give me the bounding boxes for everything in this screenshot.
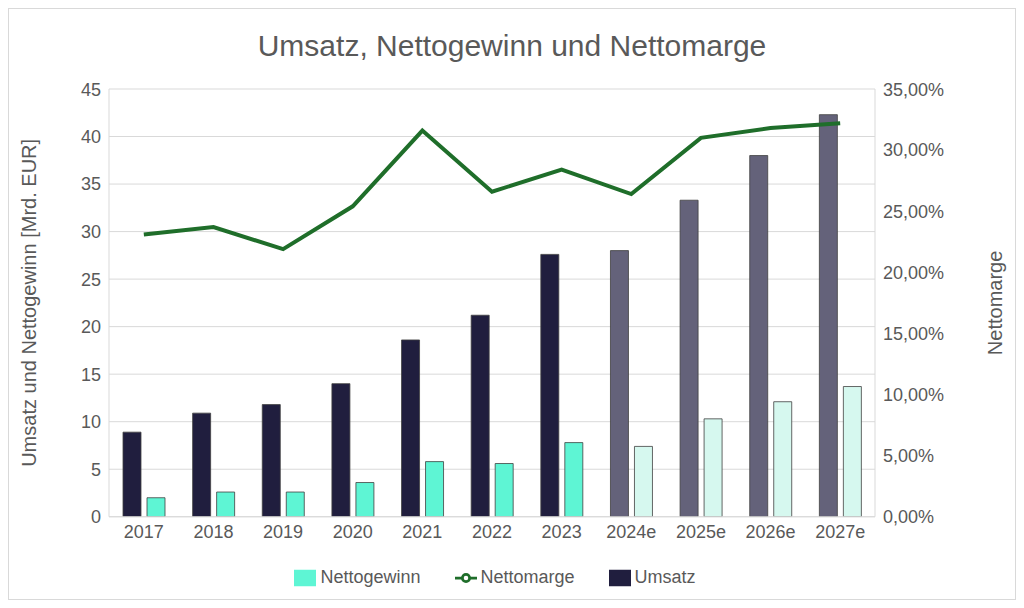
- svg-text:35,00%: 35,00%: [883, 80, 944, 100]
- svg-text:2019: 2019: [263, 522, 303, 542]
- svg-text:5: 5: [91, 460, 101, 480]
- svg-text:15,00%: 15,00%: [883, 324, 944, 344]
- svg-text:5,00%: 5,00%: [883, 446, 934, 466]
- svg-text:2020: 2020: [333, 522, 373, 542]
- svg-text:2023: 2023: [542, 522, 582, 542]
- svg-text:2018: 2018: [193, 522, 233, 542]
- svg-text:2026e: 2026e: [746, 522, 796, 542]
- svg-text:2027e: 2027e: [815, 522, 865, 542]
- svg-text:2024e: 2024e: [606, 522, 656, 542]
- svg-text:2017: 2017: [124, 522, 164, 542]
- svg-text:0,00%: 0,00%: [883, 507, 934, 527]
- svg-text:Umsatz und Nettogewinn [Mrd. E: Umsatz und Nettogewinn [Mrd. EUR]: [18, 139, 40, 467]
- html-text:Umsatz: Umsatz: [634, 566, 696, 587]
- html-text:Umsatz, Nettogewinn und Nettom: Umsatz, Nettogewinn und Nettomarge: [257, 29, 767, 62]
- html-text:Nettogewinn: Nettogewinn: [320, 566, 421, 587]
- svg-text:45: 45: [81, 80, 101, 100]
- svg-text:2022: 2022: [472, 522, 512, 542]
- svg-text:30: 30: [81, 222, 101, 242]
- svg-text:20: 20: [81, 317, 101, 337]
- svg-text:40: 40: [81, 127, 101, 147]
- svg-text:2025e: 2025e: [676, 522, 726, 542]
- svg-text:10,00%: 10,00%: [883, 385, 944, 405]
- svg-text:Nettomarge: Nettomarge: [984, 251, 1006, 356]
- svg-text:25,00%: 25,00%: [883, 202, 944, 222]
- svg-text:35: 35: [81, 174, 101, 194]
- svg-text:30,00%: 30,00%: [883, 140, 944, 160]
- svg-text:10: 10: [81, 412, 101, 432]
- svg-text:0: 0: [91, 507, 101, 527]
- html-text:Nettomarge: Nettomarge: [480, 566, 575, 587]
- svg-text:15: 15: [81, 365, 101, 385]
- svg-text:2021: 2021: [402, 522, 442, 542]
- svg-text:20,00%: 20,00%: [883, 263, 944, 283]
- svg-text:25: 25: [81, 270, 101, 290]
